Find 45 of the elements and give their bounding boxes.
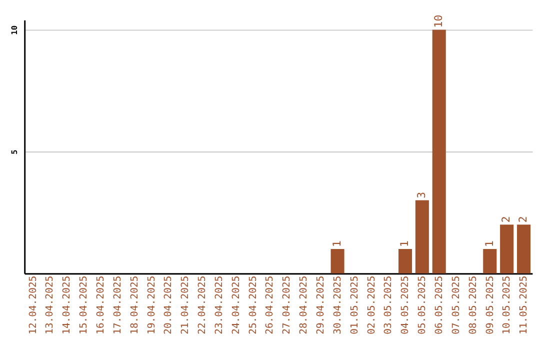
y-tick-label: 5 — [10, 149, 20, 154]
data-label: 10 — [432, 14, 446, 28]
x-tick-label: 20.04.2025 — [163, 276, 174, 334]
x-tick-label: 10.05.2025 — [502, 276, 513, 334]
x-tick-label: 28.04.2025 — [298, 276, 310, 334]
x-tick-label: 01.05.2025 — [349, 276, 360, 334]
x-tick-label: 09.05.2025 — [484, 276, 496, 334]
bar — [415, 200, 429, 274]
x-tick-label: 30.04.2025 — [332, 276, 344, 334]
x-tick-label: 08.05.2025 — [468, 276, 479, 334]
bar — [398, 249, 412, 274]
x-tick-label: 15.04.2025 — [78, 276, 90, 334]
x-tick-label: 17.04.2025 — [112, 276, 124, 334]
x-tick-label: 16.04.2025 — [95, 276, 106, 334]
x-tick-label: 05.05.2025 — [417, 276, 428, 334]
data-label: 3 — [415, 192, 428, 198]
data-label: 2 — [516, 216, 530, 223]
x-tick-label: 23.04.2025 — [214, 276, 225, 334]
bar — [500, 224, 514, 274]
data-label: 1 — [330, 240, 344, 248]
x-tick-label: 25.04.2025 — [248, 276, 259, 334]
x-tick-label: 02.05.2025 — [366, 276, 378, 334]
bar — [516, 224, 531, 274]
x-tick-label: 24.04.2025 — [230, 276, 242, 334]
bar — [330, 249, 344, 274]
x-tick-label: 06.05.2025 — [434, 276, 446, 334]
bar — [432, 30, 446, 274]
x-tick-label: 27.04.2025 — [282, 276, 293, 334]
x-tick-label: 03.05.2025 — [383, 276, 394, 334]
x-tick-label: 13.04.2025 — [44, 276, 56, 334]
x-tick-label: 26.04.2025 — [264, 276, 276, 334]
x-tick-label: 19.04.2025 — [146, 276, 158, 334]
x-tick-label: 12.04.2025 — [28, 276, 39, 334]
data-label: 2 — [500, 216, 513, 223]
x-tick-label: 18.04.2025 — [129, 276, 140, 334]
data-label: 1 — [398, 240, 412, 248]
x-tick-label: 14.04.2025 — [62, 276, 73, 334]
x-tick-label: 04.05.2025 — [400, 276, 412, 334]
x-tick-label: 21.04.2025 — [180, 276, 192, 334]
x-tick-label: 29.04.2025 — [316, 276, 327, 334]
x-tick-label: 07.05.2025 — [450, 276, 462, 334]
x-tick-label: 11.05.2025 — [518, 276, 530, 334]
data-label: 1 — [482, 240, 496, 248]
x-tick-label: 22.04.2025 — [197, 276, 208, 334]
bar — [483, 249, 497, 274]
